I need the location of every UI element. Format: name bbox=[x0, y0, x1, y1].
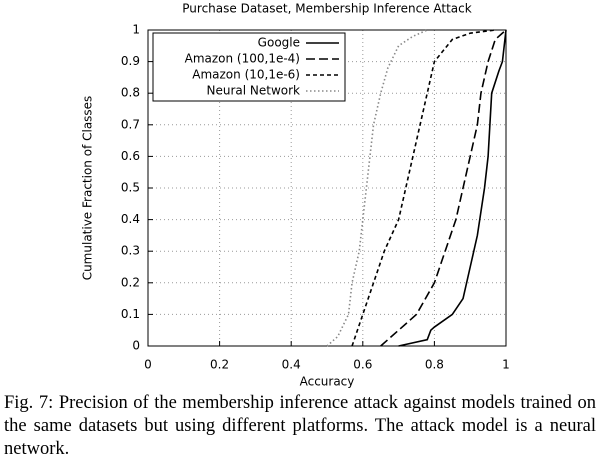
cdf-line bbox=[380, 29, 507, 347]
x-tick-label: 0 bbox=[144, 358, 152, 372]
caption: Fig. 7: Precision of the membership infe… bbox=[4, 393, 596, 459]
cdf-line bbox=[398, 29, 507, 347]
y-tick-label: 0.6 bbox=[121, 149, 140, 163]
y-tick-label: 0.7 bbox=[121, 117, 140, 131]
y-tick-label: 0.2 bbox=[121, 275, 140, 289]
legend-label: Amazon (100,1e-4) bbox=[185, 52, 300, 66]
y-tick-label: 0.9 bbox=[121, 54, 140, 68]
x-axis-label: Accuracy bbox=[300, 375, 355, 389]
y-tick-label: 1 bbox=[132, 23, 140, 37]
chart-title: Purchase Dataset, Membership Inference A… bbox=[182, 2, 471, 16]
y-tick-label: 0.8 bbox=[121, 86, 140, 100]
y-tick-label: 0.3 bbox=[121, 244, 140, 258]
x-tick-label: 0.6 bbox=[353, 358, 372, 372]
cdf-line bbox=[326, 29, 428, 347]
y-tick-label: 0.5 bbox=[121, 181, 140, 195]
x-tick-label: 0.4 bbox=[282, 358, 301, 372]
legend-label: Amazon (10,1e-6) bbox=[192, 68, 300, 82]
x-tick-label: 0.2 bbox=[210, 358, 229, 372]
y-tick-label: 0 bbox=[132, 339, 140, 353]
y-axis-label: Cumulative Fraction of Classes bbox=[81, 96, 95, 281]
x-tick-label: 1 bbox=[502, 358, 510, 372]
chart: Purchase Dataset, Membership Inference A… bbox=[81, 2, 510, 389]
legend-label: Neural Network bbox=[206, 84, 300, 98]
x-tick-label: 0.8 bbox=[425, 358, 444, 372]
legend-label: Google bbox=[258, 36, 300, 50]
cdf-line bbox=[351, 29, 496, 347]
y-tick-label: 0.1 bbox=[121, 307, 140, 321]
y-tick-label: 0.4 bbox=[121, 212, 140, 226]
legend-box bbox=[152, 32, 346, 102]
